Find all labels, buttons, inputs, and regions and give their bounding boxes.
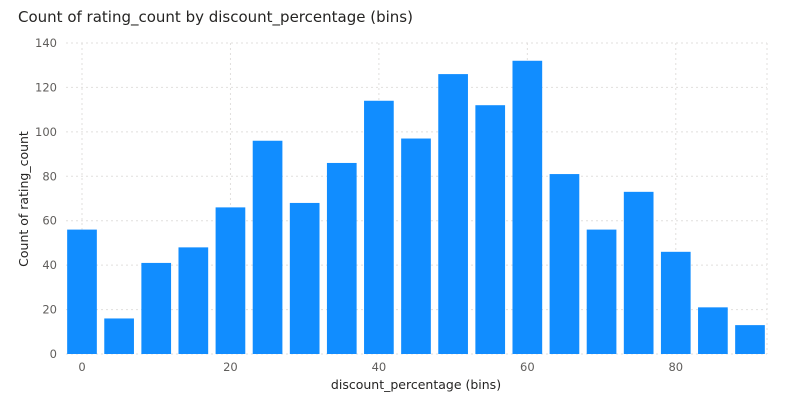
bar[interactable]	[549, 174, 580, 354]
bar[interactable]	[586, 229, 617, 354]
y-tick-label: 80	[42, 169, 57, 183]
bars	[67, 60, 765, 355]
bar[interactable]	[364, 100, 394, 354]
bar[interactable]	[326, 162, 357, 354]
y-tick-label: 120	[35, 80, 57, 94]
x-axis-ticks: 0 20 40 60 80	[78, 360, 683, 374]
bar[interactable]	[512, 60, 543, 355]
x-tick-label: 60	[520, 360, 535, 374]
bar[interactable]	[623, 191, 654, 354]
y-tick-label: 100	[35, 125, 57, 139]
bar[interactable]	[141, 262, 172, 354]
bar[interactable]	[178, 247, 209, 354]
bar[interactable]	[289, 202, 320, 354]
x-axis-title: discount_percentage (bins)	[331, 377, 501, 392]
x-tick-label: 20	[223, 360, 238, 374]
bar[interactable]	[252, 140, 283, 354]
bar[interactable]	[475, 105, 506, 354]
chart-title: Count of rating_count by discount_percen…	[18, 8, 413, 26]
bar[interactable]	[735, 325, 765, 354]
x-tick-label: 0	[78, 360, 85, 374]
y-tick-label: 60	[42, 214, 57, 228]
bar[interactable]	[67, 229, 97, 354]
y-tick-label: 40	[42, 258, 57, 272]
y-tick-label: 140	[35, 36, 57, 50]
y-tick-label: 20	[42, 303, 57, 317]
bar[interactable]	[401, 138, 431, 354]
bar[interactable]	[215, 207, 246, 354]
y-tick-label: 0	[50, 347, 57, 361]
bar[interactable]	[438, 74, 468, 354]
x-tick-label: 40	[372, 360, 387, 374]
bar[interactable]	[698, 307, 728, 354]
bar[interactable]	[104, 318, 134, 354]
y-axis-title: Count of rating_count	[16, 131, 31, 267]
y-axis-ticks: 0 20 40 60 80 100 120 140	[35, 36, 57, 361]
x-tick-label: 80	[668, 360, 683, 374]
bar[interactable]	[660, 251, 691, 354]
